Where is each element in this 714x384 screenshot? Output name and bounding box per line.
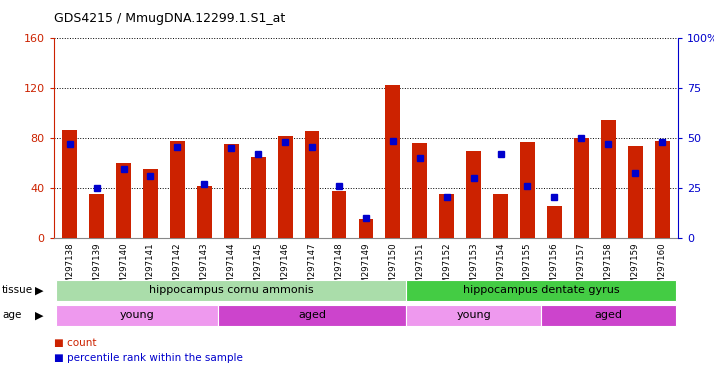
Bar — [197, 186, 212, 238]
Bar — [406, 305, 541, 326]
Bar — [331, 190, 346, 238]
Text: GSM297156: GSM297156 — [550, 242, 559, 295]
Text: GSM297153: GSM297153 — [469, 242, 478, 295]
Text: ▶: ▶ — [35, 310, 44, 321]
Text: GSM297150: GSM297150 — [388, 242, 398, 295]
Bar — [547, 206, 562, 238]
Text: GDS4215 / MmugDNA.12299.1.S1_at: GDS4215 / MmugDNA.12299.1.S1_at — [54, 12, 285, 25]
Bar — [224, 144, 238, 238]
Bar — [278, 136, 293, 238]
Bar — [56, 280, 406, 301]
Text: GSM297160: GSM297160 — [658, 242, 667, 295]
Text: GSM297152: GSM297152 — [442, 242, 451, 295]
Text: young: young — [456, 310, 491, 321]
Bar — [574, 138, 589, 238]
Text: GSM297146: GSM297146 — [281, 242, 290, 295]
Text: GSM297157: GSM297157 — [577, 242, 586, 295]
Text: ▶: ▶ — [35, 285, 44, 296]
Text: GSM297145: GSM297145 — [253, 242, 263, 295]
Text: ■ percentile rank within the sample: ■ percentile rank within the sample — [54, 353, 243, 363]
Text: aged: aged — [594, 310, 623, 321]
Bar — [218, 305, 406, 326]
Text: GSM297142: GSM297142 — [173, 242, 182, 295]
Bar — [655, 141, 670, 238]
Bar — [493, 194, 508, 238]
Bar — [89, 194, 104, 238]
Bar — [541, 305, 675, 326]
Bar — [170, 141, 185, 238]
Text: GSM297151: GSM297151 — [416, 242, 424, 295]
Text: hippocampus dentate gyrus: hippocampus dentate gyrus — [463, 285, 619, 296]
Bar — [116, 163, 131, 238]
Text: GSM297147: GSM297147 — [308, 242, 316, 295]
Bar — [251, 157, 266, 238]
Text: aged: aged — [298, 310, 326, 321]
Text: GSM297141: GSM297141 — [146, 242, 155, 295]
Text: ■ count: ■ count — [54, 338, 96, 348]
Text: GSM297139: GSM297139 — [92, 242, 101, 295]
Bar — [439, 194, 454, 238]
Text: GSM297159: GSM297159 — [630, 242, 640, 295]
Bar — [406, 280, 675, 301]
Bar — [628, 146, 643, 238]
Bar — [386, 84, 401, 238]
Text: GSM297148: GSM297148 — [334, 242, 343, 295]
Text: GSM297138: GSM297138 — [65, 242, 74, 295]
Bar — [56, 305, 218, 326]
Bar — [358, 219, 373, 238]
Bar — [305, 131, 319, 238]
Text: GSM297143: GSM297143 — [200, 242, 209, 295]
Text: GSM297149: GSM297149 — [361, 242, 371, 295]
Bar — [466, 151, 481, 238]
Bar — [601, 119, 615, 238]
Bar — [143, 169, 158, 238]
Text: hippocampus cornu ammonis: hippocampus cornu ammonis — [149, 285, 313, 296]
Text: GSM297154: GSM297154 — [496, 242, 505, 295]
Text: GSM297158: GSM297158 — [604, 242, 613, 295]
Bar — [520, 142, 535, 238]
Bar — [62, 129, 77, 238]
Bar — [413, 143, 427, 238]
Text: GSM297144: GSM297144 — [227, 242, 236, 295]
Text: GSM297155: GSM297155 — [523, 242, 532, 295]
Text: young: young — [120, 310, 154, 321]
Text: GSM297140: GSM297140 — [119, 242, 128, 295]
Text: tissue: tissue — [2, 285, 34, 296]
Text: age: age — [2, 310, 21, 321]
